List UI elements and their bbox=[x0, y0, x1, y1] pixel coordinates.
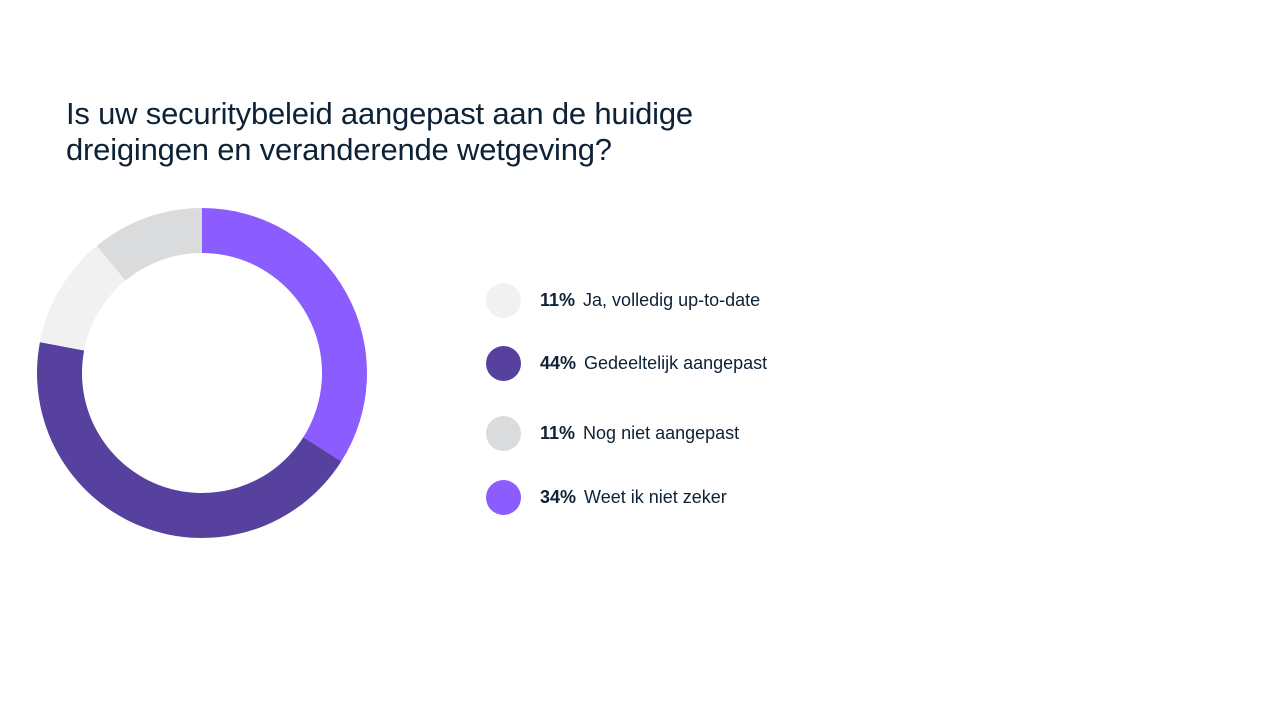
legend-item-ja-volledig: 11% Ja, volledig up-to-date bbox=[486, 282, 760, 318]
chart-title: Is uw securitybeleid aangepast aan de hu… bbox=[66, 96, 693, 167]
legend-swatch-ja-volledig bbox=[486, 282, 521, 318]
donut-slice-weet-ik-niet-zeker bbox=[202, 208, 367, 462]
legend-pct-weet-niet: 34% bbox=[540, 486, 577, 507]
donut-slice-ja-volledig-up-to-date bbox=[39, 245, 126, 351]
legend-item-weet-niet: 34% Weet ik niet zeker bbox=[486, 479, 727, 515]
donut-slice-nog-niet-aangepast bbox=[96, 208, 202, 281]
legend-label-gedeeltelijk: Gedeeltelijk aangepast bbox=[584, 352, 768, 373]
legend-item-gedeeltelijk: 44% Gedeeltelijk aangepast bbox=[486, 345, 767, 381]
donut-chart bbox=[36, 208, 367, 538]
legend-item-nog-niet: 11% Nog niet aangepast bbox=[486, 415, 739, 451]
legend: 11% Ja, volledig up-to-date 44% Gedeelte… bbox=[486, 0, 1186, 720]
legend-label-ja-volledig: Ja, volledig up-to-date bbox=[583, 289, 761, 310]
legend-label-weet-niet: Weet ik niet zeker bbox=[584, 486, 727, 507]
legend-pct-gedeeltelijk: 44% bbox=[540, 352, 577, 373]
donut-slice-gedeeltelijk-aangepast bbox=[36, 342, 342, 538]
legend-swatch-nog-niet bbox=[486, 415, 521, 451]
legend-swatch-weet-niet bbox=[486, 479, 521, 515]
legend-label-nog-niet: Nog niet aangepast bbox=[583, 422, 740, 443]
legend-pct-ja-volledig: 11% bbox=[540, 289, 576, 310]
legend-pct-nog-niet: 11% bbox=[540, 422, 576, 443]
legend-swatch-gedeeltelijk bbox=[486, 345, 521, 381]
